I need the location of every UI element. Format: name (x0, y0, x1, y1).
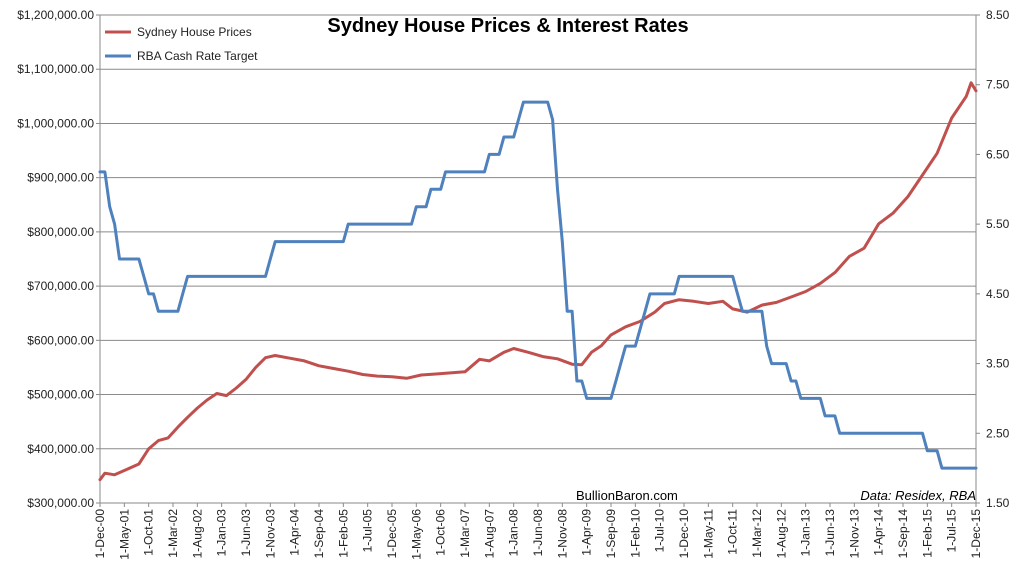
x-tick-label: 1-Jan-08 (507, 509, 521, 557)
left-tick-label: $600,000.00 (27, 333, 94, 347)
right-tick-label: 8.50 (986, 8, 1010, 22)
x-tick-label: 1-Dec-05 (385, 509, 399, 559)
x-tick-label: 1-Apr-14 (872, 509, 886, 556)
x-tick-label: 1-Nov-03 (263, 509, 277, 559)
x-axis: 1-Dec-00 1-May-01 1-Oct-01 1-Mar-02 1-Aug-02… (93, 502, 983, 560)
left-tick-label: $700,000.00 (27, 279, 94, 293)
x-tick-label: 1-Sep-04 (312, 509, 326, 559)
x-tick-label: 1-Aug-07 (482, 509, 496, 559)
right-tick-label: 5.50 (986, 217, 1010, 231)
chart-title: Sydney House Prices & Interest Rates (327, 15, 688, 37)
series-line-house-prices (98, 81, 978, 482)
x-tick-label: 1-Jun-08 (531, 509, 545, 557)
x-tick-label: 1-Jan-03 (215, 509, 229, 557)
x-tick-label: 1-Jul-15 (945, 509, 959, 553)
series-layer (98, 81, 978, 482)
x-tick-label: 1-Feb-10 (628, 509, 642, 558)
right-tick-label: 4.50 (986, 287, 1010, 301)
left-tick-label: $300,000.00 (27, 496, 94, 510)
x-tick-label: 1-Jul-10 (653, 509, 667, 553)
left-tick-label: $800,000.00 (27, 225, 94, 239)
legend-label-cash-rate: RBA Cash Rate Target (137, 49, 258, 63)
x-tick-label: 1-Nov-13 (847, 509, 861, 559)
x-tick-label: 1-Oct-11 (726, 509, 740, 555)
x-tick-label: 1-Dec-00 (93, 509, 107, 559)
x-tick-label: 1-Oct-01 (142, 509, 156, 556)
x-tick-label: 1-Dec-15 (969, 509, 983, 559)
x-tick-label: 1-Oct-06 (434, 509, 448, 556)
x-tick-label: 1-May-01 (117, 509, 131, 560)
legend-label-house-prices: Sydney House Prices (137, 25, 252, 39)
left-tick-label: $400,000.00 (27, 442, 94, 456)
legend: Sydney House Prices RBA Cash Rate Target (105, 25, 258, 63)
right-tick-label: 7.50 (986, 78, 1010, 92)
left-axis: $300,000.00 $400,000.00 $500,000.00 $600,00… (17, 8, 101, 510)
x-tick-label: 1-May-06 (409, 509, 423, 560)
x-tick-label: 1-Dec-10 (677, 509, 691, 559)
left-tick-label: $1,200,000.00 (17, 8, 94, 22)
source-note: Data: Residex, RBA (860, 488, 976, 503)
left-tick-label: $1,100,000.00 (17, 62, 94, 76)
x-tick-label: 1-Aug-12 (774, 509, 788, 559)
right-tick-label: 3.50 (986, 357, 1010, 371)
left-tick-label: $500,000.00 (27, 388, 94, 402)
x-tick-label: 1-Mar-12 (750, 509, 764, 558)
x-tick-label: 1-Jun-03 (239, 509, 253, 557)
x-tick-label: 1-Aug-02 (190, 509, 204, 559)
x-tick-label: 1-Jan-13 (799, 509, 813, 557)
right-tick-label: 2.50 (986, 426, 1010, 440)
x-tick-label: 1-Jul-05 (361, 509, 375, 553)
x-tick-label: 1-Sep-14 (896, 509, 910, 559)
x-tick-label: 1-Sep-09 (604, 509, 618, 559)
x-tick-label: 1-Apr-09 (580, 509, 594, 556)
x-tick-label: 1-May-11 (701, 509, 715, 559)
gridlines (100, 14, 976, 504)
x-tick-label: 1-Feb-15 (920, 509, 934, 558)
right-tick-label: 6.50 (986, 147, 1010, 161)
x-tick-label: 1-Apr-04 (288, 509, 302, 556)
x-tick-label: 1-Feb-05 (336, 509, 350, 558)
watermark-text: BullionBaron.com (576, 488, 678, 503)
right-tick-label: 1.50 (986, 496, 1010, 510)
left-tick-label: $1,000,000.00 (17, 116, 94, 130)
x-tick-label: 1-Mar-02 (166, 509, 180, 558)
x-tick-label: 1-Mar-07 (458, 509, 472, 558)
x-tick-label: 1-Nov-08 (555, 509, 569, 559)
left-tick-label: $900,000.00 (27, 171, 94, 185)
series-line-cash-rate (98, 100, 978, 470)
x-tick-label: 1-Jun-13 (823, 509, 837, 557)
right-axis: 1.50 2.50 3.50 4.50 5.50 6.50 7.50 8.50 (975, 8, 1010, 510)
